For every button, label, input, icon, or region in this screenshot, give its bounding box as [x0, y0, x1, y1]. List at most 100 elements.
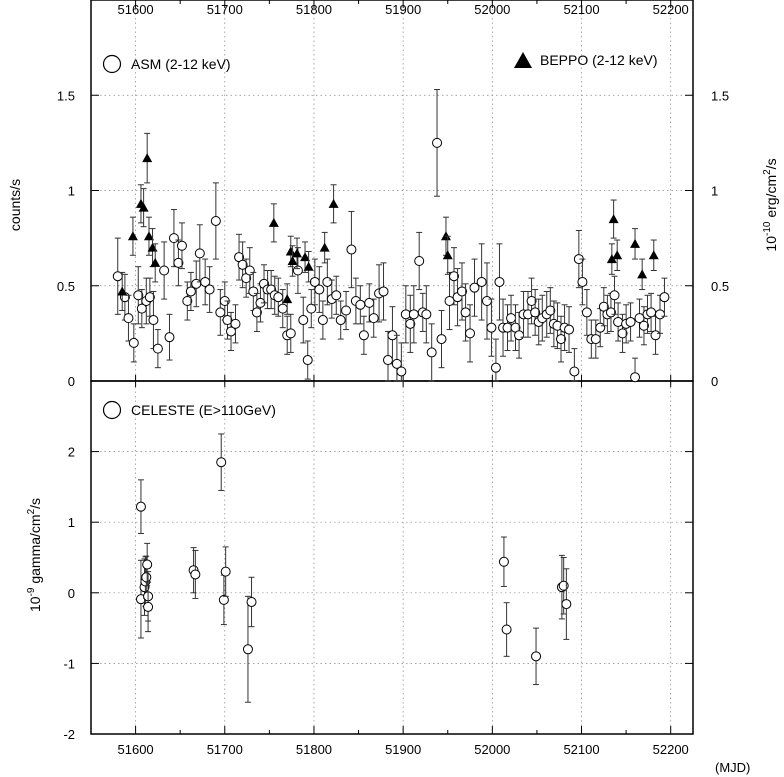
asm-point [426, 347, 437, 358]
beppo-point [612, 250, 623, 260]
asm-point [148, 315, 159, 326]
right-y-axis-title-exp2: 2 [762, 169, 773, 175]
bottom-x-tick-labels: 51600 51700 51800 51900 52000 52100 52200 [118, 742, 689, 757]
top-right-y-tick-label: 1.5 [711, 88, 729, 103]
celeste-point [220, 566, 231, 577]
bottom-x-tick-label: 52100 [563, 742, 599, 757]
asm-point [650, 330, 661, 341]
asm-point [194, 248, 205, 259]
top-x-tick-labels: 51600 51700 51800 51900 52000 52100 52200 [118, 2, 689, 17]
asm-point [506, 313, 517, 324]
beppo-legend-label: BEPPO (2-12 keV) [540, 52, 658, 68]
top-left-y-tick-label: 0.5 [57, 279, 75, 294]
asm-point [331, 290, 342, 301]
asm-point [613, 316, 624, 327]
asm-point [317, 315, 328, 326]
asm-point [408, 309, 419, 320]
bottom-y-axis-title-exp2: 2 [26, 508, 37, 514]
asm-point [564, 324, 575, 335]
asm-point [182, 295, 193, 306]
celeste-series [135, 433, 572, 703]
asm-point [581, 307, 592, 318]
asm-point [609, 290, 620, 301]
asm-point [469, 282, 480, 293]
asm-point [306, 303, 317, 314]
celeste-point [498, 556, 509, 567]
beppo-point [142, 153, 153, 163]
axis-ticks [90, 0, 693, 735]
asm-point [457, 286, 468, 297]
beppo-point [442, 250, 453, 260]
asm-point [421, 309, 432, 320]
asm-series [112, 89, 670, 383]
asm-point [494, 276, 505, 287]
beppo-point [303, 261, 314, 271]
celeste-point [216, 457, 227, 468]
asm-point [152, 343, 163, 354]
asm-point [630, 372, 641, 383]
celeste-point [242, 644, 253, 655]
bottom-x-tick-label: 52200 [653, 742, 689, 757]
top-right-y-tick-label: 0.5 [711, 279, 729, 294]
asm-point [173, 257, 184, 268]
beppo-point [292, 248, 303, 258]
asm-point [655, 309, 666, 320]
top-x-tick-label: 52200 [653, 2, 689, 17]
beppo-series [117, 132, 659, 315]
top-y-axis-title: counts/s [7, 179, 23, 231]
top-right-y-tick-labels: 0 0.5 1 1.5 [711, 88, 729, 389]
asm-point [638, 320, 649, 331]
bottom-y-axis-title-exp: -9 [26, 587, 37, 596]
asm-legend-marker [102, 54, 122, 74]
beppo-point [138, 202, 149, 212]
celeste-point [561, 599, 572, 610]
top-left-y-tick-label: 0 [68, 374, 75, 389]
asm-point [378, 286, 389, 297]
celeste-point [501, 624, 512, 635]
bottom-y-axis-title: 10-9 gamma/cm2/s [26, 498, 43, 612]
asm-point [164, 332, 175, 343]
asm-point [486, 322, 497, 333]
asm-point [448, 271, 459, 282]
grid-lines [91, 0, 693, 734]
beppo-point [287, 255, 298, 265]
asm-point [314, 284, 325, 295]
asm-point [277, 303, 288, 314]
top-x-tick-label: 51800 [296, 2, 332, 17]
asm-point [355, 299, 366, 310]
beppo-legend-marker [514, 52, 532, 68]
asm-point [159, 265, 170, 276]
right-y-axis-title-end: /s [763, 158, 779, 169]
right-y-axis-title-mid: erg/cm [763, 175, 779, 222]
celeste-point [190, 569, 201, 580]
bottom-y-tick-labels: -2 -1 0 1 2 [63, 445, 75, 742]
asm-point [659, 292, 670, 303]
celeste-point [246, 596, 257, 607]
top-x-tick-label: 51700 [207, 2, 243, 17]
asm-legend-label: ASM (2-12 keV) [131, 56, 231, 72]
right-y-axis-title: 10-10 erg/cm2/s [762, 158, 779, 251]
asm-point [436, 334, 447, 345]
asm-point [176, 240, 187, 251]
asm-point [298, 315, 309, 326]
asm-point [341, 305, 352, 316]
celeste-point [531, 651, 542, 662]
asm-point [514, 330, 525, 341]
beppo-point [127, 231, 138, 241]
asm-point [481, 295, 492, 306]
asm-legend: ASM (2-12 keV) [102, 54, 231, 74]
asm-point [302, 355, 313, 366]
asm-point [530, 307, 541, 318]
asm-point [364, 297, 375, 308]
asm-point [590, 334, 601, 345]
beppo-point [268, 217, 279, 227]
asm-point [123, 313, 134, 324]
asm-point [526, 295, 537, 306]
bottom-y-tick-label: 2 [68, 445, 75, 460]
top-right-y-tick-label: 1 [711, 184, 718, 199]
bottom-y-tick-label: -1 [63, 656, 75, 671]
asm-point [273, 292, 284, 303]
asm-point [414, 255, 425, 266]
bottom-y-axis-title-end: /s [27, 498, 43, 509]
asm-point [405, 318, 416, 329]
